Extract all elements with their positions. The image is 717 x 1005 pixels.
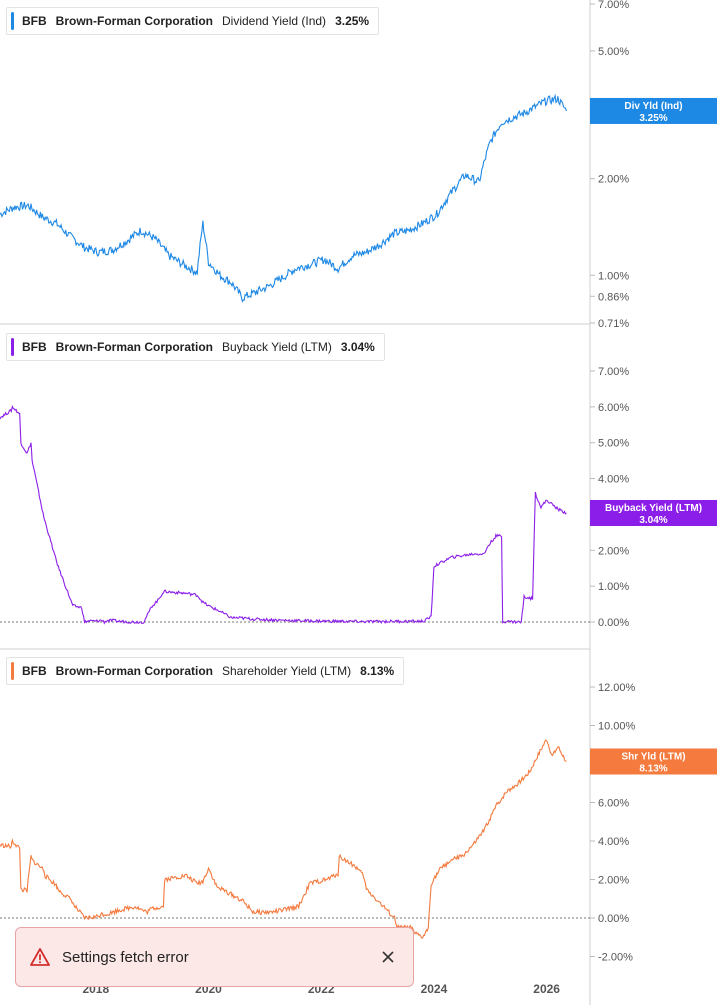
badge-value: 3.25% — [639, 113, 667, 124]
badge-label: Div Yld (Ind) — [624, 101, 682, 112]
y-tick-label: 0.00% — [598, 913, 629, 925]
legend-ticker: BFB — [22, 14, 47, 28]
y-tick-label: 1.00% — [598, 270, 629, 282]
y-tick-label: 6.00% — [598, 798, 629, 810]
legend-shareholder[interactable]: BFB Brown-Forman Corporation Shareholder… — [6, 657, 405, 685]
legend-company: Brown-Forman Corporation — [55, 14, 213, 28]
y-tick-label: 4.00% — [598, 836, 629, 848]
y-tick-label: 0.71% — [598, 318, 629, 330]
y-tick-label: 7.00% — [598, 0, 629, 11]
legend-value: 8.13% — [360, 664, 395, 678]
y-tick-label: 7.00% — [598, 366, 629, 378]
legend-swatch-buyback — [11, 338, 14, 356]
legend-ticker: BFB — [22, 340, 47, 354]
legend-company: Brown-Forman Corporation — [55, 664, 213, 678]
series-line — [0, 739, 567, 939]
y-tick-label: 0.00% — [598, 617, 629, 629]
close-icon[interactable] — [379, 948, 397, 966]
y-tick-label: 2.00% — [598, 174, 629, 186]
y-tick-label: 12.00% — [598, 682, 636, 694]
value-badge — [590, 97, 717, 124]
legend-metric: Shareholder Yield (LTM) — [222, 664, 352, 678]
badge-value: 8.13% — [639, 763, 667, 774]
series-line — [0, 405, 567, 625]
value-badge — [590, 499, 717, 526]
warning-icon — [30, 948, 50, 966]
legend-swatch-shareholder — [11, 662, 14, 680]
y-tick-label: 1.00% — [598, 581, 629, 593]
y-tick-label: 10.00% — [598, 721, 636, 733]
badge-label: Buyback Yield (LTM) — [605, 503, 702, 514]
series-line — [0, 93, 567, 303]
y-tick-label: 6.00% — [598, 402, 629, 414]
x-tick-label: 2026 — [533, 982, 560, 996]
legend-swatch-dividend — [11, 12, 14, 30]
badge-label: Shr Yld (LTM) — [621, 751, 685, 762]
legend-value: 3.25% — [335, 14, 370, 28]
x-tick-label: 2024 — [421, 982, 448, 996]
legend-metric: Buyback Yield (LTM) — [222, 340, 332, 354]
legend-ticker: BFB — [22, 664, 47, 678]
toast-message: Settings fetch error — [62, 948, 189, 966]
y-tick-label: 2.00% — [598, 875, 629, 887]
legend-dividend[interactable]: BFB Brown-Forman Corporation Dividend Yi… — [6, 7, 380, 35]
y-tick-label: 5.00% — [598, 46, 629, 58]
error-toast: Settings fetch error — [15, 927, 414, 987]
y-tick-label: 4.00% — [598, 474, 629, 486]
legend-buyback[interactable]: BFB Brown-Forman Corporation Buyback Yie… — [6, 333, 385, 361]
legend-metric: Dividend Yield (Ind) — [222, 14, 327, 28]
y-tick-label: 5.00% — [598, 438, 629, 450]
y-tick-label: 2.00% — [598, 545, 629, 557]
legend-company: Brown-Forman Corporation — [55, 340, 213, 354]
legend-value: 3.04% — [340, 340, 375, 354]
y-tick-label: 0.86% — [598, 291, 629, 303]
badge-value: 3.04% — [639, 515, 667, 526]
y-tick-label: -2.00% — [598, 952, 633, 964]
value-badge — [590, 748, 717, 775]
